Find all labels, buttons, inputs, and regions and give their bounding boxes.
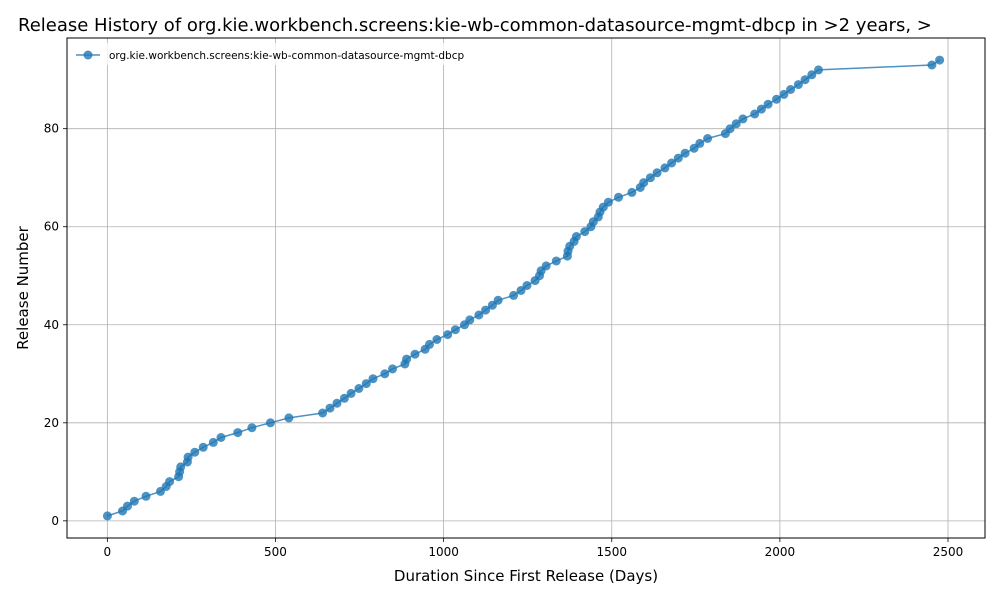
data-point: [216, 433, 226, 442]
data-point: [425, 339, 434, 349]
data-point: [603, 197, 613, 207]
data-point: [814, 65, 823, 75]
data-point: [935, 55, 945, 65]
data-point: [325, 403, 335, 413]
data-point: [388, 364, 397, 374]
data-point: [354, 384, 364, 393]
legend: org.kie.workbench.screens:kie-wb-common-…: [72, 43, 512, 65]
data-point: [645, 173, 655, 183]
data-point: [318, 408, 328, 418]
data-point: [522, 281, 532, 290]
data-point: [481, 305, 491, 315]
data-point: [516, 286, 526, 295]
x-tick-label: 2500: [933, 545, 964, 559]
data-point: [807, 70, 817, 80]
data-point: [247, 423, 257, 433]
data-point: [332, 398, 342, 408]
data-point: [652, 168, 662, 178]
data-point: [738, 114, 748, 124]
grid: [67, 38, 985, 538]
data-point: [703, 134, 713, 143]
data-point: [198, 442, 208, 452]
x-tick-label: 500: [264, 545, 287, 559]
data-point: [265, 418, 275, 428]
data-point: [571, 232, 581, 241]
data-point: [763, 99, 773, 109]
data-point: [233, 428, 243, 438]
data-point: [779, 89, 789, 99]
data-point: [368, 374, 378, 384]
data-point: [667, 158, 677, 168]
x-tick-label: 1000: [428, 545, 459, 559]
legend-box: [72, 43, 512, 65]
data-point: [793, 80, 803, 90]
y-tick-label: 0: [51, 514, 59, 528]
data-point: [141, 491, 151, 501]
data-point: [660, 163, 670, 173]
data-point: [183, 452, 193, 462]
data-point: [102, 511, 112, 521]
y-tick-label: 40: [44, 318, 59, 332]
data-point: [129, 496, 139, 506]
y-tick-label: 20: [44, 416, 59, 430]
data-point: [927, 60, 937, 70]
data-point: [410, 349, 420, 359]
data-point: [541, 261, 551, 271]
data-point: [580, 227, 590, 237]
data-point: [750, 109, 760, 119]
legend-entry-label: org.kie.workbench.screens:kie-wb-common-…: [109, 50, 464, 62]
data-point: [465, 315, 475, 325]
data-point: [786, 85, 796, 94]
data-point: [614, 192, 623, 202]
data-point: [474, 310, 484, 320]
axis-ticks: 0 500 1000 1500 2000 2500 0 20 40 60 80: [44, 122, 964, 559]
data-point: [208, 437, 218, 447]
data-point: [165, 477, 175, 487]
data-point: [772, 94, 781, 104]
data-point: [627, 187, 637, 197]
data-point: [680, 148, 690, 158]
x-axis-label: Duration Since First Release (Days): [394, 567, 658, 585]
data-point: [380, 369, 390, 379]
data-point: [432, 335, 442, 344]
data-point: [800, 75, 810, 85]
data-point: [402, 354, 412, 364]
series-layer: [102, 55, 945, 521]
data-point: [339, 393, 349, 403]
data-point: [509, 290, 519, 300]
data-point: [756, 104, 766, 114]
x-tick-label: 0: [104, 545, 112, 559]
plot-frame: [66, 37, 986, 539]
data-point: [190, 447, 200, 457]
legend-marker-swatch: [83, 50, 93, 60]
x-tick-label: 2000: [765, 545, 796, 559]
data-point: [731, 119, 741, 129]
data-point: [725, 124, 735, 134]
data-point: [284, 413, 294, 423]
chart-title: Release History of org.kie.workbench.scr…: [18, 15, 932, 36]
data-point: [450, 325, 460, 335]
data-point: [551, 256, 561, 266]
data-point: [176, 462, 186, 472]
data-point: [346, 388, 356, 398]
data-point: [695, 138, 705, 148]
y-tick-label: 60: [44, 220, 59, 234]
data-point: [493, 295, 503, 305]
data-point: [123, 501, 132, 511]
data-point: [639, 178, 649, 188]
data-point: [361, 379, 371, 389]
data-point: [443, 330, 453, 340]
y-tick-label: 80: [44, 122, 59, 136]
y-axis-label: Release Number: [14, 225, 32, 349]
data-point: [673, 153, 683, 163]
x-tick-label: 1500: [596, 545, 627, 559]
